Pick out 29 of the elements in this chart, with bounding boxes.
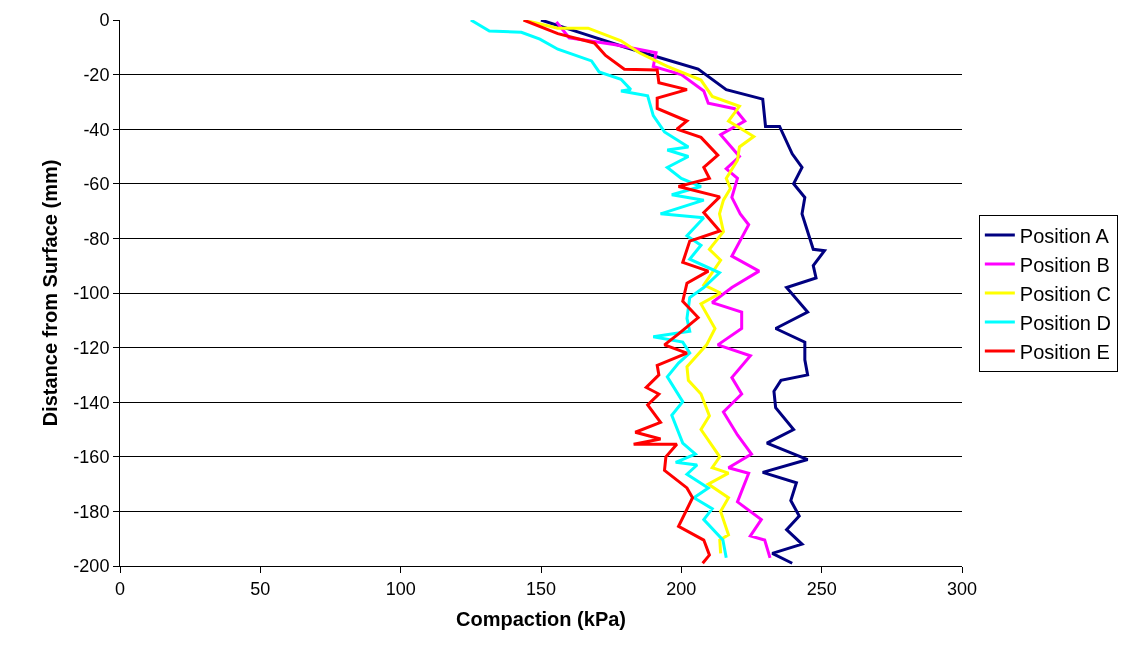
y-tick-label: -200 [73,556,110,577]
y-tick-label: 0 [99,10,110,31]
y-tick-label: -40 [83,119,110,140]
line-series [522,20,722,565]
x-tick-label: 100 [385,578,416,599]
legend-label: Position E [1019,340,1110,363]
y-tick-label: -100 [73,283,110,304]
line-series [539,20,826,565]
y-tick-label: -180 [73,501,110,522]
y-tick-label: -60 [83,174,110,195]
x-tick-label: 300 [946,578,978,599]
x-tick-label: 150 [525,578,557,599]
y-axis-title: Distance from Surface (mm) [38,159,61,427]
legend-label: Position B [1019,253,1110,276]
legend-label: Position D [1019,311,1111,334]
x-axis-title: Compaction (kPa) [455,608,627,631]
x-tick-label: 250 [806,578,837,599]
line-series [554,20,772,560]
line-series [469,20,728,560]
y-tick-label: -160 [73,447,110,468]
y-tick-label: -20 [83,64,110,85]
y-tick-label: -80 [83,228,110,249]
legend-label: Position C [1019,282,1111,305]
y-tick-label: -140 [73,392,110,413]
x-tick-label: 200 [666,578,697,599]
y-tick-label: -120 [73,337,110,358]
x-tick-label: 0 [114,578,126,599]
x-tick-label: 50 [250,578,271,599]
legend-label: Position A [1019,224,1110,247]
